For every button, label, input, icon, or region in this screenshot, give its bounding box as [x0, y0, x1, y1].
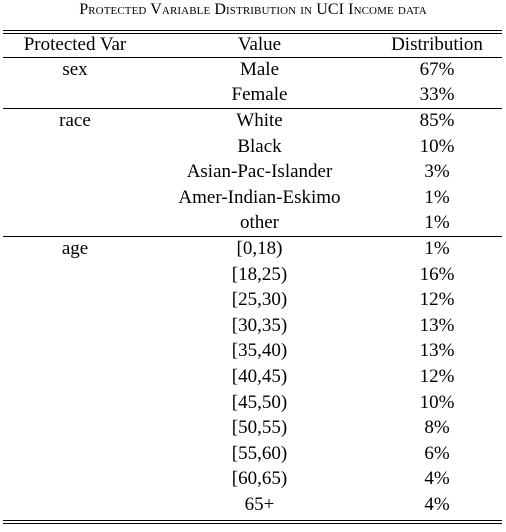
group-separator [3, 107, 502, 109]
header-protected-var: Protected Var [23, 34, 127, 55]
distribution-cell: 6% [424, 442, 450, 464]
distribution-cell: 13% [419, 314, 455, 336]
value-cell: [50,55) [231, 417, 288, 439]
table-row: sex Male 67% [3, 57, 502, 83]
value-cell: Female [231, 84, 288, 106]
table-caption: Protected Variable Distribution in UCI I… [79, 1, 427, 18]
distribution-cell: 4% [424, 493, 450, 515]
distribution-cell: 12% [419, 289, 455, 311]
table-row: Female 33% [3, 83, 502, 109]
table-row: [25,30) 12% [3, 287, 502, 313]
group-sex: sex Male 67% Female 33% [3, 57, 502, 108]
header-value: Value [237, 34, 282, 55]
distribution-cell: 13% [419, 340, 455, 362]
table-row: 65+ 4% [3, 492, 502, 518]
distribution-cell: 85% [419, 109, 455, 131]
distribution-cell: 10% [419, 391, 455, 413]
distribution-cell: 12% [419, 365, 455, 387]
table-row: Amer-Indian-Eskimo 1% [3, 185, 502, 211]
table-header-row: Protected Var Value Distribution [3, 33, 502, 57]
value-cell: Black [237, 135, 282, 157]
value-cell: [25,30) [231, 289, 288, 311]
value-cell: [0,18) [236, 237, 283, 259]
header-distribution: Distribution [391, 34, 483, 55]
distribution-cell: 1% [424, 186, 450, 208]
value-cell: [55,60) [231, 442, 288, 464]
protected-var-cell: sex [62, 58, 88, 80]
table-row: [18,25) 16% [3, 262, 502, 288]
table-row: [55,60) 6% [3, 441, 502, 467]
table-row: [60,65) 4% [3, 467, 502, 493]
group-race: race White 85% Black 10% Asian-Pac-Islander 3%… [3, 108, 502, 236]
value-cell: 65+ [244, 493, 275, 515]
distribution-cell: 67% [419, 58, 455, 80]
table-body: sex Male 67% Female 33% race White 85% Black 10% A… [3, 57, 502, 518]
value-cell: other [239, 212, 280, 234]
table-row: age [0,18) 1% [3, 236, 502, 262]
top-rule [3, 30, 502, 31]
table-row: [40,45) 12% [3, 364, 502, 390]
distribution-cell: 33% [419, 84, 455, 106]
distribution-cell: 3% [424, 161, 450, 183]
distribution-cell: 4% [424, 468, 450, 490]
value-cell: [18,25) [231, 263, 288, 285]
table-row: race White 85% [3, 108, 502, 134]
distribution-cell: 1% [424, 237, 450, 259]
table-row: Asian-Pac-Islander 3% [3, 159, 502, 185]
table-row: Black 10% [3, 134, 502, 160]
distribution-cell: 16% [419, 263, 455, 285]
table-row: other 1% [3, 211, 502, 237]
group-age: age [0,18) 1% [18,25) 16% [25,30) 12% [30,35) 13… [3, 236, 502, 518]
value-cell: White [236, 109, 283, 131]
bottom-rule [3, 520, 502, 521]
table-row: [30,35) 13% [3, 313, 502, 339]
top-rule [3, 33, 502, 34]
distribution-cell: 8% [424, 417, 450, 439]
value-cell: Male [239, 58, 280, 80]
distribution-cell: 1% [424, 212, 450, 234]
protected-var-cell: race [59, 109, 91, 131]
header-rule [3, 57, 502, 58]
distribution-table: Protected Var Value Distribution sex Male… [3, 33, 502, 518]
distribution-cell: 10% [419, 135, 455, 157]
value-cell: [45,50) [231, 391, 288, 413]
group-separator [3, 235, 502, 237]
protected-var-cell: age [61, 237, 89, 259]
bottom-rule [3, 523, 502, 524]
value-cell: [40,45) [231, 365, 288, 387]
table-row: [35,40) 13% [3, 339, 502, 365]
value-cell: Amer-Indian-Eskimo [178, 186, 341, 208]
value-cell: [60,65) [231, 468, 288, 490]
table-row: [50,55) 8% [3, 415, 502, 441]
table-row: [45,50) 10% [3, 390, 502, 416]
value-cell: [30,35) [231, 314, 288, 336]
value-cell: [35,40) [231, 340, 288, 362]
value-cell: Asian-Pac-Islander [186, 161, 333, 183]
